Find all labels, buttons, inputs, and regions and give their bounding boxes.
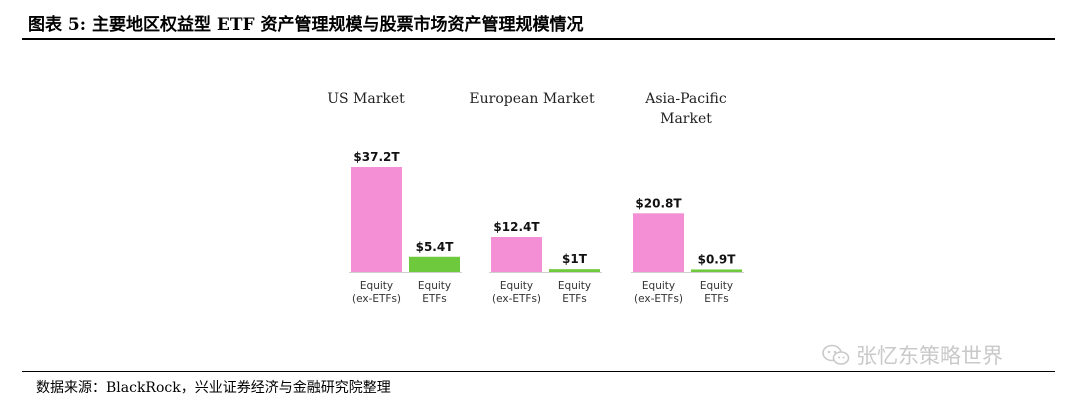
market-title: Asia-Pacific bbox=[644, 91, 727, 107]
category-label: (ex-ETFs) bbox=[634, 293, 683, 305]
top-divider bbox=[22, 38, 1055, 40]
equity-bar bbox=[491, 237, 542, 272]
wechat-icon bbox=[822, 344, 850, 365]
etf-bar bbox=[409, 256, 460, 272]
equity-bar bbox=[633, 213, 684, 272]
category-label: ETFs bbox=[422, 293, 447, 305]
category-label: Equity bbox=[642, 280, 675, 292]
value-label: $5.4T bbox=[416, 240, 455, 254]
watermark-text: 张忆东策略世界 bbox=[856, 344, 1003, 368]
figure-title: 图表 5: 主要地区权益型 ETF 资产管理规模与股票市场资产管理规模情况 bbox=[28, 15, 584, 35]
category-label: (ex-ETFs) bbox=[352, 293, 401, 305]
category-label: Equity bbox=[418, 280, 451, 292]
value-label: $12.4T bbox=[493, 220, 540, 234]
source-note: 数据来源：BlackRock，兴业证券经济与金融研究院整理 bbox=[36, 380, 391, 396]
value-label: $20.8T bbox=[635, 196, 682, 210]
etf-bar bbox=[691, 269, 742, 272]
category-label: Equity bbox=[360, 280, 393, 292]
category-label: (ex-ETFs) bbox=[492, 293, 541, 305]
value-label: $37.2T bbox=[353, 150, 400, 164]
value-label: $1T bbox=[562, 252, 588, 266]
watermark: 张忆东策略世界 bbox=[822, 340, 1003, 370]
etf-bar bbox=[549, 269, 600, 272]
market-title: Market bbox=[660, 111, 712, 127]
category-label: ETFs bbox=[704, 293, 729, 305]
category-label: Equity bbox=[500, 280, 533, 292]
market-title: US Market bbox=[327, 91, 405, 107]
bottom-divider bbox=[22, 371, 1055, 372]
category-label: ETFs bbox=[562, 293, 587, 305]
category-label: Equity bbox=[558, 280, 591, 292]
category-label: Equity bbox=[700, 280, 733, 292]
equity-bar bbox=[351, 167, 402, 272]
value-label: $0.9T bbox=[698, 252, 737, 266]
market-title: European Market bbox=[469, 91, 595, 107]
